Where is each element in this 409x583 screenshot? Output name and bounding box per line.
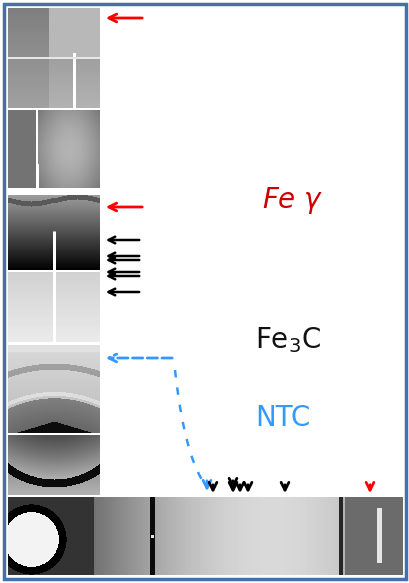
Text: (a): (a) xyxy=(15,16,37,30)
Text: NTC: NTC xyxy=(254,404,310,432)
Text: Fe $\gamma$: Fe $\gamma$ xyxy=(261,184,323,216)
Text: Fe$_3$C: Fe$_3$C xyxy=(254,325,321,355)
